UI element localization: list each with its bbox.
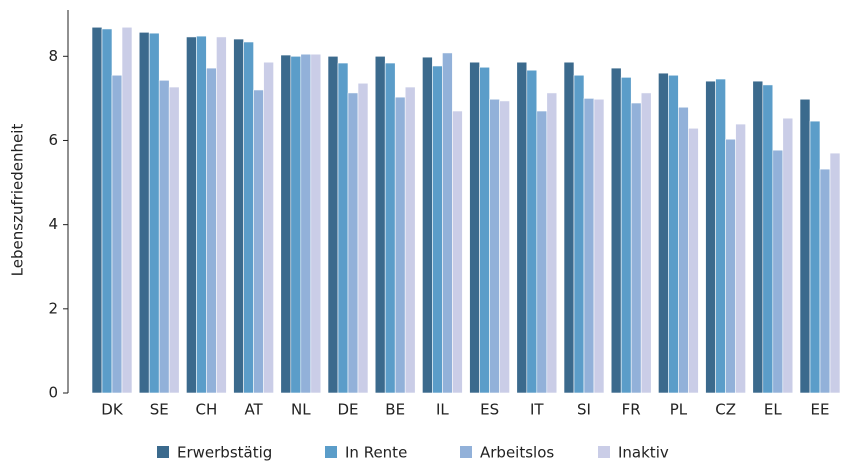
bar: [111, 74, 123, 394]
bar: [573, 74, 585, 394]
bar: [243, 41, 254, 394]
x-tick-label: EE: [811, 401, 830, 419]
bar: [678, 106, 689, 394]
bar: [546, 92, 558, 394]
bar: [357, 82, 369, 394]
bar: [310, 53, 322, 394]
bar: [196, 35, 207, 394]
bar: [688, 127, 699, 394]
bar: [772, 149, 784, 394]
x-tick-label: SI: [577, 401, 591, 419]
bar: [735, 123, 746, 394]
x-tick-label: PL: [670, 401, 688, 419]
bar: [300, 53, 312, 394]
x-tick-label: CZ: [715, 401, 736, 419]
bar: [432, 65, 443, 394]
bar: [469, 61, 480, 394]
bar: [829, 152, 841, 394]
bar: [168, 86, 180, 394]
bar: [489, 98, 500, 394]
legend-label: Erwerbstätig: [177, 444, 272, 462]
x-tick-label: CH: [196, 401, 218, 419]
bar: [640, 92, 652, 394]
bar: [148, 32, 160, 394]
bar: [715, 78, 726, 394]
bar: [233, 38, 244, 394]
bar: [610, 67, 622, 394]
bar: [620, 77, 632, 394]
bar: [280, 54, 292, 394]
bar: [138, 32, 150, 394]
x-tick-label: EL: [764, 401, 782, 419]
bar: [337, 62, 349, 394]
bar: [101, 28, 113, 394]
bar: [668, 74, 679, 394]
legend-swatch: [325, 446, 337, 458]
x-tick-label: AT: [244, 401, 263, 419]
y-axis-label: Lebenszufriedenheit: [9, 124, 27, 277]
bar: [394, 96, 406, 394]
x-tick-label: BE: [385, 401, 405, 419]
y-tick-label: 8: [48, 47, 58, 65]
bar: [705, 80, 716, 394]
x-tick-label: IL: [436, 401, 449, 419]
bar: [516, 61, 528, 394]
x-tick-label: NL: [291, 401, 311, 419]
bar: [186, 36, 197, 394]
legend-swatch: [157, 446, 169, 458]
bar: [762, 84, 774, 394]
bar: [158, 79, 170, 394]
bar: [384, 62, 396, 394]
bar: [563, 61, 575, 394]
bar: [536, 110, 548, 394]
bar: [216, 36, 227, 394]
bar: [374, 55, 386, 394]
legend-label: Inaktiv: [618, 444, 669, 462]
bar: [206, 67, 217, 394]
bar: [452, 110, 463, 394]
bar: [479, 66, 490, 394]
legend-swatch: [460, 446, 472, 458]
x-tick-label: SE: [150, 401, 169, 419]
bar: [404, 86, 416, 394]
bar: [782, 117, 794, 394]
y-tick-label: 2: [48, 299, 58, 317]
legend-label: Arbeitslos: [480, 444, 554, 462]
y-tick-label: 4: [48, 215, 58, 233]
bar: [290, 55, 302, 394]
legend-swatch: [598, 446, 610, 458]
x-tick-label: IT: [530, 401, 544, 419]
bar: [347, 92, 359, 394]
bar: [253, 89, 264, 394]
bar: [658, 72, 669, 394]
x-tick-label: ES: [480, 401, 499, 419]
bar: [630, 102, 642, 394]
bar: [799, 98, 811, 394]
bar: [121, 26, 133, 394]
bar: [752, 80, 764, 394]
bar: [583, 98, 595, 394]
bar: [422, 56, 433, 394]
bar: [499, 100, 510, 394]
y-tick-label: 6: [48, 131, 58, 149]
x-tick-label: DK: [101, 401, 124, 419]
bar: [819, 168, 831, 394]
x-tick-label: DE: [337, 401, 358, 419]
y-tick-label: 0: [48, 384, 58, 402]
x-tick-label: FR: [622, 401, 641, 419]
bar: [725, 138, 736, 394]
bar: [809, 120, 821, 394]
bar: [91, 26, 103, 394]
legend-label: In Rente: [345, 444, 407, 462]
bar: [442, 52, 453, 394]
bar: [526, 69, 538, 394]
bar: [327, 55, 339, 394]
bar: [263, 61, 274, 394]
bar: [593, 98, 605, 394]
